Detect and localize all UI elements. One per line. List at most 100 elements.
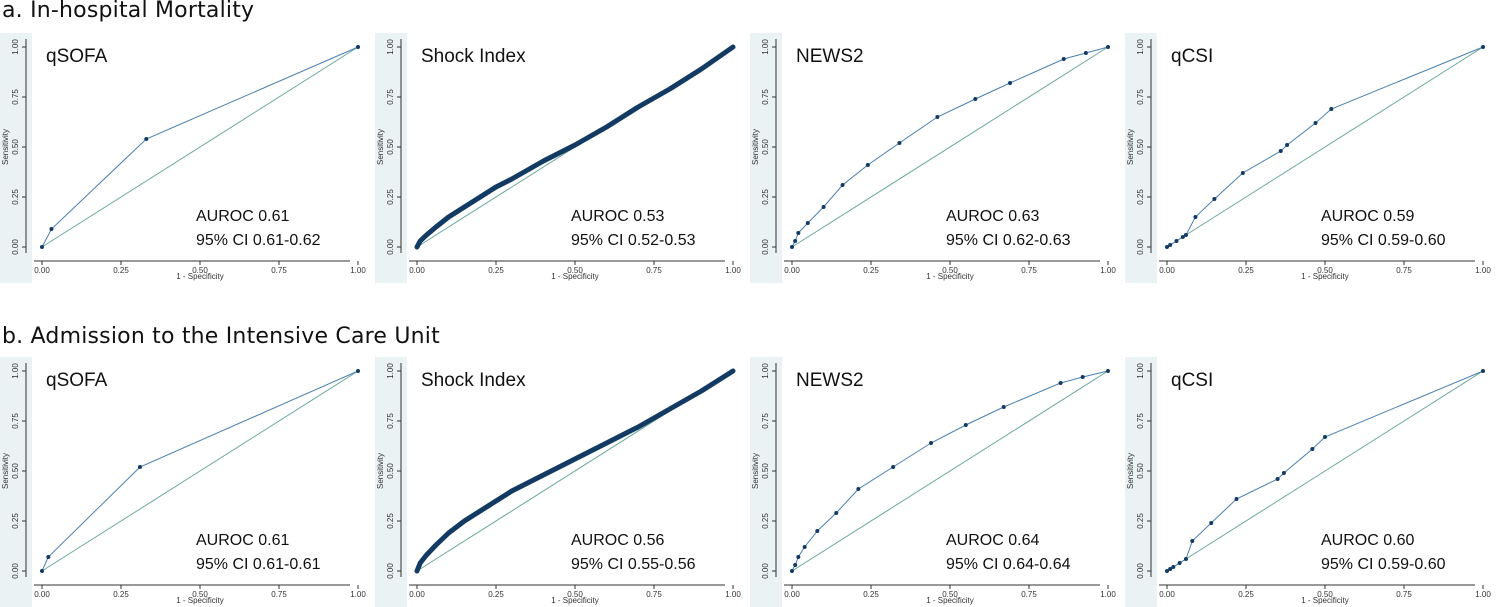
y-tick-label: 1.00 [386,39,395,55]
roc-point [1001,405,1006,409]
roc-point [1240,171,1245,175]
auroc-value: AUROC 0.56 [571,532,664,549]
plot-region [32,357,358,607]
roc-curve [41,370,359,572]
roc-point [1329,107,1334,111]
y-tick-label: 0.75 [386,89,395,105]
y-tick-label: 1.00 [386,363,395,379]
x-tick-label: 0.00 [34,266,50,275]
y-axis-label: Sensitivity [1,129,10,165]
x-tick-label: 0.00 [784,590,800,599]
roc-point [1183,233,1188,237]
x-tick-label: 0.25 [1238,266,1254,275]
y-tick-label: 1.00 [11,39,20,55]
roc-point [802,545,807,549]
x-tick-label: 1.00 [1475,266,1491,275]
x-tick-label: 0.75 [646,590,662,599]
y-tick-label: 0.50 [1136,463,1145,479]
x-axis-label: 1 - Specificity [176,272,224,281]
roc-point [1278,149,1283,153]
roc-panel: 0.00 0.00 0.25 0.25 0.50 0.50 0.75 0.75 1.00 1.00… [0,33,366,285]
x-tick-label: 0.00 [1159,590,1175,599]
roc-point [1193,215,1198,219]
y-tick-label: 1.00 [1136,39,1145,55]
x-tick-label: 0.25 [113,266,129,275]
x-tick-label: 1.00 [350,266,366,275]
roc-point [929,441,934,445]
y-tick-label: 0.25 [761,513,770,529]
roc-point [865,163,870,167]
roc-point [805,221,810,225]
roc-panel: 0.00 0.00 0.25 0.25 0.50 0.50 0.75 0.75 1.00 1.00… [375,33,741,285]
y-tick-label: 0.50 [761,139,770,155]
roc-point [796,555,801,559]
x-tick-label: 0.25 [113,590,129,599]
reference-diagonal [791,370,1109,572]
x-axis-label: 1 - Specificity [1301,596,1349,605]
auroc-value: AUROC 0.64 [946,532,1039,549]
roc-point [1165,569,1169,573]
y-axis-label: Sensitivity [751,129,760,165]
x-tick-label: 0.50 [567,266,583,275]
y-tick-label: 0.25 [11,513,20,529]
roc-point [935,115,940,119]
chart-title: Shock Index [421,46,526,67]
confidence-interval: 95% CI 0.61-0.61 [196,556,321,573]
chart-title: NEWS2 [796,46,864,67]
confidence-interval: 95% CI 0.64-0.64 [946,556,1071,573]
plot-region [1157,33,1483,285]
roc-point [1183,557,1188,561]
y-tick-label: 0.00 [386,239,395,255]
confidence-interval: 95% CI 0.52-0.53 [571,232,696,249]
x-axis-label: 1 - Specificity [926,272,974,281]
y-tick-label: 0.75 [11,89,20,105]
plot-region [407,33,733,285]
roc-point [1180,235,1185,239]
y-tick-label: 0.50 [386,139,395,155]
roc-panel: 0.00 0.00 0.25 0.25 0.50 0.50 0.75 0.75 1.00 1.00… [1125,357,1491,607]
roc-chart: 0.00 0.00 0.25 0.25 0.50 0.50 0.75 0.75 1.00 1.00… [376,357,741,607]
y-axis-label: Sensitivity [1,453,10,489]
roc-point [356,369,360,373]
x-tick-label: 1.00 [725,266,741,275]
plot-region [782,33,1108,285]
roc-point [793,239,798,243]
x-tick-label: 0.75 [271,266,287,275]
row-title-mortality: a. In-hospital Mortality [2,0,255,23]
confidence-interval: 95% CI 0.59-0.60 [1321,556,1446,573]
roc-point [1168,567,1173,571]
roc-point [1323,435,1327,439]
roc-point [1313,121,1318,125]
x-axis-label: 1 - Specificity [926,596,974,605]
x-tick-label: 1.00 [350,590,366,599]
auroc-value: AUROC 0.59 [1321,208,1414,225]
chart-title: qCSI [1171,46,1213,67]
y-tick-label: 0.75 [1136,89,1145,105]
y-tick-label: 0.50 [761,463,770,479]
roc-point [973,97,978,101]
auroc-value: AUROC 0.60 [1321,532,1414,549]
y-axis-label: Sensitivity [376,129,385,165]
roc-point [897,141,902,145]
y-tick-label: 0.00 [761,563,770,579]
x-tick-label: 0.25 [488,266,504,275]
x-tick-label: 1.00 [1100,590,1116,599]
auroc-value: AUROC 0.63 [946,208,1039,225]
roc-point [1106,45,1110,49]
chart-title: qCSI [1171,370,1213,391]
roc-point [1165,245,1169,249]
y-tick-label: 1.00 [1136,363,1145,379]
roc-point [46,555,51,559]
roc-point [1174,239,1179,243]
y-tick-label: 0.00 [761,239,770,255]
y-tick-label: 0.75 [761,89,770,105]
y-tick-label: 0.00 [11,563,20,579]
roc-point [1168,243,1173,247]
x-tick-label: 0.25 [863,266,879,275]
roc-point [1212,197,1217,201]
roc-point [840,183,845,187]
x-axis-label: 1 - Specificity [1301,272,1349,281]
roc-point [963,423,968,427]
roc-point [1481,45,1485,49]
roc-point [137,465,142,469]
